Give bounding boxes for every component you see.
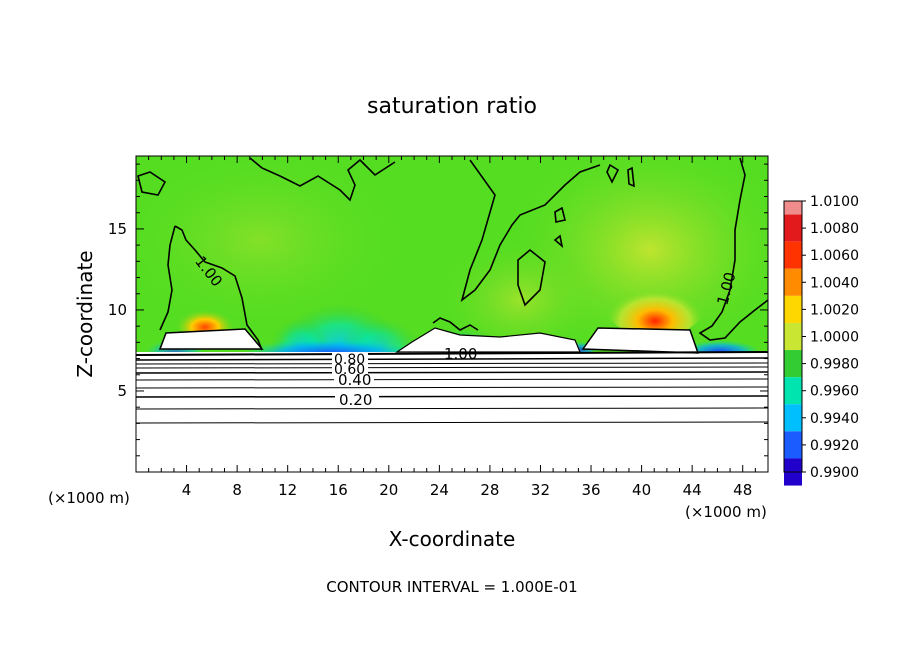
- colorbar-swatch: [784, 350, 802, 378]
- colorbar-swatch: [784, 404, 802, 432]
- y-tick-label: 5: [117, 382, 127, 400]
- y-tick-label: 10: [108, 301, 127, 319]
- contour-label: 0.60: [334, 362, 365, 378]
- x-tick-label: 44: [683, 481, 702, 499]
- colorbar-swatch: [784, 214, 802, 242]
- contour-lines-lower: [136, 351, 768, 424]
- colorbar-swatch: [784, 377, 802, 405]
- x-tick-label: 16: [329, 481, 348, 499]
- colorbar-swatch: [784, 201, 802, 215]
- colorbar-tick-label: 1.0080: [810, 221, 859, 237]
- colorbar-tick-label: 1.0040: [810, 275, 859, 291]
- y-axis-label: Z-coordinate: [73, 250, 97, 377]
- x-axis-ticks: 4 8 12 16 20 24 28 32 36 40 44 48: [148, 156, 756, 499]
- heatmap-field: 1.00 1.00 1.00 0.80 0.60 0.40 0.20: [136, 156, 768, 472]
- contour-label: 0.20: [339, 391, 372, 409]
- contour-label: 1.00: [444, 345, 477, 363]
- x-tick-label: 48: [733, 481, 752, 499]
- contour-lines-1-00: [137, 157, 768, 351]
- x-tick-label: 28: [480, 481, 499, 499]
- colorbar-swatch: [784, 431, 802, 459]
- contour-label: 0.40: [338, 371, 371, 389]
- colorbar-tick-label: 1.0100: [810, 194, 859, 210]
- colorbar-swatch: [784, 322, 802, 351]
- colorbar-swatch: [784, 295, 802, 323]
- y-tick-label: 15: [108, 220, 127, 238]
- colorbar-tick-label: 0.9920: [810, 438, 859, 454]
- colorbar-tick-label: 0.9900: [810, 465, 859, 481]
- x-tick-label: 12: [278, 481, 297, 499]
- colorbar-tick-label: 0.9980: [810, 357, 859, 373]
- x-axis-label: X-coordinate: [389, 527, 516, 551]
- x-unit-right: (×1000 m): [685, 503, 767, 521]
- chart-title: saturation ratio: [367, 94, 537, 119]
- colorbar-tick-label: 1.0060: [810, 248, 859, 264]
- x-unit-left: (×1000 m): [48, 489, 130, 507]
- contour-interval-footer: CONTOUR INTERVAL = 1.000E-01: [326, 578, 577, 596]
- colorbar-tick-label: 1.0020: [810, 302, 859, 318]
- y-axis-ticks: 5 10 15: [108, 163, 768, 457]
- x-tick-label: 8: [232, 481, 242, 499]
- x-tick-label: 4: [182, 481, 192, 499]
- x-tick-label: 20: [379, 481, 398, 499]
- x-tick-label: 36: [581, 481, 600, 499]
- colorbar-tick-label: 0.9940: [810, 411, 859, 427]
- colorbar-tick-label: 0.9960: [810, 384, 859, 400]
- colorbar-swatch: [784, 241, 802, 269]
- colorbar-swatch: [784, 268, 802, 296]
- colorbar: 1.0100 1.0080 1.0060 1.0040 1.0020 1.0000 0.99…: [783, 194, 859, 486]
- x-tick-label: 40: [632, 481, 651, 499]
- x-tick-label: 32: [531, 481, 550, 499]
- x-tick-label: 24: [430, 481, 449, 499]
- colorbar-tick-label: 1.0000: [810, 330, 859, 346]
